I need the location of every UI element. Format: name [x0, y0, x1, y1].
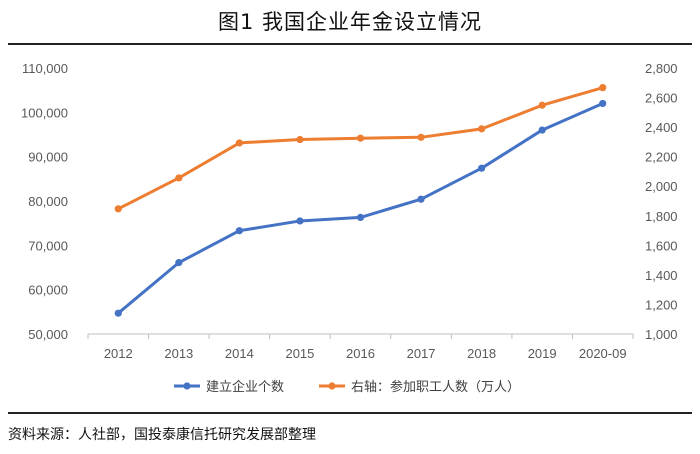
series-1-point	[417, 195, 425, 203]
left-y-tick-label: 110,000	[22, 61, 68, 76]
source-divider	[8, 412, 692, 414]
x-tick-label: 2019	[528, 346, 557, 361]
legend-marker-1	[183, 382, 191, 390]
x-tick-label: 2018	[467, 346, 496, 361]
series-2-point	[538, 101, 546, 109]
chart-series	[114, 84, 607, 317]
series-1-point	[296, 217, 304, 225]
legend-label-1: 建立企业个数	[206, 379, 284, 395]
right-y-tick-label: 2,400	[645, 120, 678, 135]
left-y-tick-label: 80,000	[28, 194, 68, 209]
line-chart: 2012 2013 2014 2015 2016 2017 2018 2019 2020-09 5…	[21, 61, 678, 395]
right-y-tick-label: 2,800	[645, 61, 678, 76]
chart-title: 图1 我国企业年金设立情况	[217, 10, 483, 34]
series-2-point	[356, 134, 365, 142]
x-tick-label: 2016	[346, 346, 375, 361]
series-2-point	[296, 135, 304, 144]
series-1-point	[356, 213, 365, 222]
right-y-tick-label: 1,200	[645, 297, 678, 312]
right-y-tick-label: 1,400	[645, 268, 678, 283]
left-y-tick-label: 60,000	[28, 283, 68, 298]
series-2-point	[175, 174, 183, 182]
series-1-point	[538, 126, 546, 134]
x-tick-label: 2020-09	[579, 346, 627, 361]
left-y-tick-label: 70,000	[28, 238, 68, 253]
title-divider	[8, 43, 692, 45]
series-line-2	[116, 86, 605, 211]
series-1-point	[599, 99, 607, 108]
right-y-tick-label: 1,600	[645, 238, 678, 253]
series-1-point	[478, 164, 486, 172]
series-1-point	[175, 259, 183, 267]
right-y-tick-label: 2,000	[645, 179, 678, 194]
chart-legend: 建立企业个数 右轴：参加职工人数（万人）	[174, 379, 520, 395]
x-tick-label: 2012	[104, 346, 133, 361]
legend-marker-2	[328, 382, 336, 390]
series-1-point	[235, 227, 243, 235]
right-y-tick-label: 2,200	[645, 150, 678, 165]
series-2-point	[235, 139, 243, 147]
chart-axes: 2012 2013 2014 2015 2016 2017 2018 2019 2020-09 5…	[21, 61, 678, 361]
series-2-point	[599, 84, 607, 92]
series-1-point	[114, 309, 122, 317]
left-y-tick-label: 50,000	[28, 327, 68, 342]
legend-label-2: 右轴：参加职工人数（万人）	[351, 379, 520, 395]
x-tick-label: 2017	[407, 346, 436, 361]
series-2-point	[114, 205, 122, 213]
right-y-tick-label: 2,600	[645, 91, 678, 106]
right-y-tick-label: 1,800	[645, 209, 678, 224]
left-y-tick-label: 100,000	[21, 105, 68, 120]
series-2-point	[417, 133, 425, 141]
x-tick-label: 2013	[164, 346, 193, 361]
left-y-tick-label: 90,000	[28, 150, 68, 165]
series-2-point	[478, 125, 486, 133]
x-tick-label: 2014	[225, 346, 254, 361]
source-note: 资料来源：人社部，国投泰康信托研究发展部整理	[8, 427, 316, 443]
x-tick-label: 2015	[285, 346, 314, 361]
right-y-tick-label: 1,000	[645, 327, 678, 342]
